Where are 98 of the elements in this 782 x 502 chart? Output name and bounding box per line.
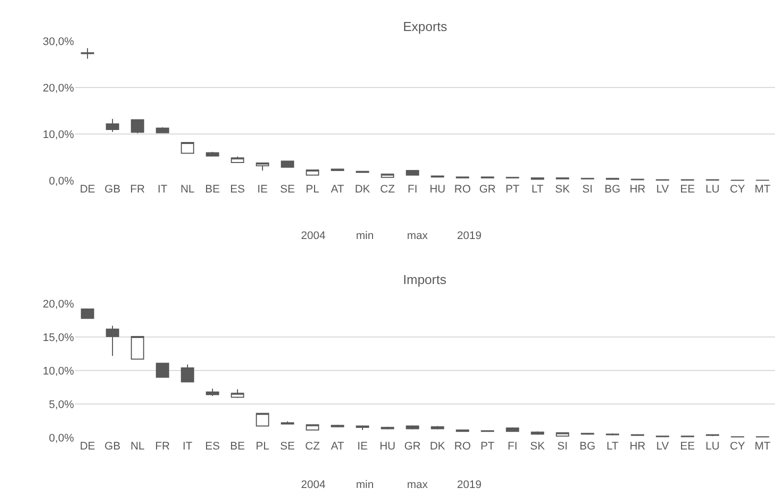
x-tick-label: PT bbox=[505, 184, 520, 196]
y-tick-label: 0,0% bbox=[48, 176, 74, 188]
x-tick-label: SK bbox=[530, 440, 546, 452]
candlestick bbox=[356, 426, 370, 431]
candlestick bbox=[380, 174, 394, 178]
x-tick-label: DK bbox=[354, 184, 371, 196]
text: max bbox=[407, 230, 428, 242]
candlestick bbox=[306, 169, 320, 176]
x-tick-label: SE bbox=[280, 184, 295, 196]
y-tick-label: 10,0% bbox=[42, 129, 74, 142]
chart-title: Imports bbox=[403, 272, 447, 287]
x-tick-label: AT bbox=[330, 184, 344, 196]
candlestick bbox=[706, 434, 720, 437]
candlestick bbox=[80, 48, 94, 60]
x-tick-label: CZ bbox=[380, 184, 396, 196]
x-tick-label: BE bbox=[205, 184, 220, 196]
text: 2019 bbox=[457, 230, 482, 242]
x-tick-label: GB bbox=[104, 184, 120, 196]
x-tick-label: LV bbox=[656, 440, 670, 452]
candlestick bbox=[156, 126, 170, 134]
candlestick bbox=[280, 160, 294, 168]
x-tick-label: LT bbox=[531, 184, 544, 196]
x-tick-label: EE bbox=[680, 184, 695, 196]
x-tick-label: DK bbox=[430, 440, 446, 452]
x-tick-label: FI bbox=[408, 184, 418, 196]
candlestick bbox=[180, 142, 194, 154]
y-tick-label: 20,0% bbox=[42, 82, 74, 94]
x-tick-label: BG bbox=[604, 184, 620, 196]
x-tick-label: HU bbox=[380, 440, 396, 452]
x-tick-label: DE bbox=[80, 440, 96, 452]
x-tick-label: AT bbox=[330, 440, 344, 452]
y-tick-label: 30,0% bbox=[42, 36, 74, 48]
candlestick bbox=[556, 432, 570, 437]
candlestick bbox=[106, 118, 120, 132]
x-tick-label: GR bbox=[479, 184, 496, 196]
x-tick-label: IE bbox=[257, 184, 268, 196]
x-tick-label: LV bbox=[656, 184, 670, 196]
x-tick-label: MT bbox=[754, 440, 771, 452]
candlestick bbox=[230, 388, 244, 398]
text: max bbox=[407, 479, 428, 491]
y-tick-label: 10,0% bbox=[42, 365, 74, 378]
x-tick-label: BG bbox=[580, 440, 596, 452]
text: 2004 bbox=[301, 479, 326, 491]
candlestick bbox=[80, 308, 94, 319]
y-tick-label: 20,0% bbox=[42, 298, 74, 311]
x-tick-label: DE bbox=[80, 184, 96, 196]
candlestick bbox=[156, 362, 170, 378]
text: min bbox=[356, 479, 374, 491]
x-tick-label: EE bbox=[680, 440, 695, 452]
x-tick-label: RO bbox=[454, 184, 472, 196]
x-tick-label: CY bbox=[730, 440, 746, 452]
candlestick bbox=[506, 426, 520, 432]
x-tick-label: ES bbox=[230, 184, 245, 196]
text: min bbox=[356, 230, 374, 242]
x-tick-label: CZ bbox=[305, 440, 320, 452]
x-tick-label: LU bbox=[705, 440, 720, 452]
x-tick-label: PL bbox=[306, 184, 320, 196]
x-tick-label: NL bbox=[180, 184, 195, 196]
x-tick-label: ES bbox=[205, 440, 220, 452]
candlestick bbox=[256, 412, 270, 427]
candlestick bbox=[256, 162, 270, 171]
candlestick bbox=[130, 336, 144, 360]
candlestick bbox=[106, 325, 120, 356]
candlestick bbox=[130, 119, 144, 134]
candlestick bbox=[180, 364, 194, 382]
x-tick-label: MT bbox=[754, 184, 771, 196]
x-tick-label: FR bbox=[155, 440, 170, 452]
x-tick-label: NL bbox=[130, 440, 145, 452]
x-tick-label: PL bbox=[256, 440, 270, 452]
x-tick-label: LT bbox=[606, 440, 619, 452]
x-tick-label: SK bbox=[555, 184, 570, 196]
x-tick-label: SI bbox=[582, 184, 593, 196]
text: 2004 bbox=[301, 230, 326, 242]
x-tick-label: IT bbox=[182, 440, 193, 452]
chart-title: Exports bbox=[403, 19, 448, 34]
x-tick-label: HU bbox=[430, 184, 446, 196]
x-tick-label: SI bbox=[557, 440, 568, 452]
x-tick-label: IE bbox=[357, 440, 368, 452]
x-tick-label: HR bbox=[630, 184, 646, 196]
candlestick bbox=[306, 424, 320, 431]
x-tick-label: CY bbox=[730, 184, 746, 196]
x-tick-label: GB bbox=[104, 440, 120, 452]
y-tick-label: 5,0% bbox=[48, 398, 74, 411]
x-tick-label: FR bbox=[130, 184, 145, 196]
candlestick bbox=[280, 420, 294, 425]
y-tick-label: 0,0% bbox=[48, 432, 74, 444]
x-tick-label: HR bbox=[630, 440, 646, 452]
candlestick bbox=[230, 156, 244, 164]
x-tick-label: BE bbox=[230, 440, 245, 452]
x-tick-label: GR bbox=[404, 440, 421, 452]
text: 2019 bbox=[457, 479, 482, 491]
x-tick-label: IT bbox=[158, 184, 168, 196]
y-tick-label: 15,0% bbox=[42, 332, 74, 344]
x-tick-label: SE bbox=[280, 440, 295, 452]
x-tick-label: LU bbox=[705, 184, 720, 196]
x-tick-label: RO bbox=[454, 440, 472, 452]
x-tick-label: PT bbox=[480, 440, 495, 452]
x-tick-label: FI bbox=[508, 440, 518, 452]
